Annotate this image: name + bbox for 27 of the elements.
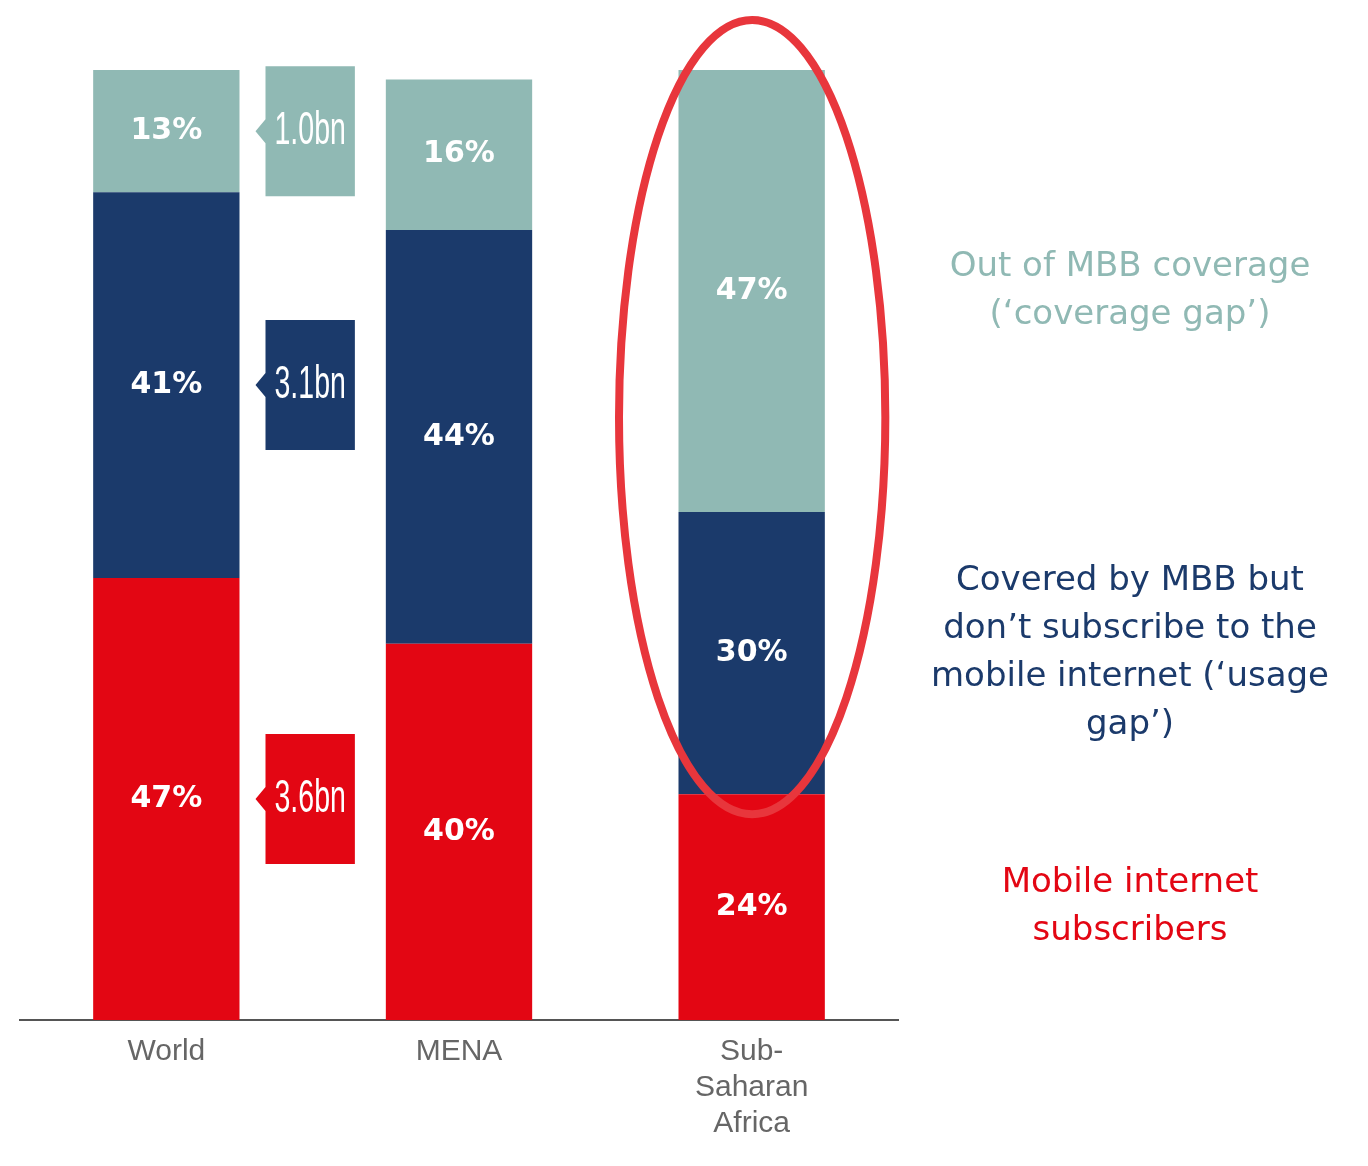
data-label: 40%	[423, 811, 495, 847]
data-label: 30%	[715, 632, 788, 668]
text: Mobile internet subscribers	[1001, 859, 1259, 948]
annotation: 1.0bn	[274, 101, 346, 154]
text: Covered by MBB but don’t subscribe to the mobile internet (‘usage gap’)	[930, 558, 1330, 742]
data-label: 44%	[423, 416, 495, 452]
annotation: 3.1bn	[274, 355, 346, 408]
bar	[385, 229, 533, 644]
bar	[93, 70, 240, 193]
annotation: 3.6bn	[274, 769, 346, 822]
data-label: 47%	[130, 778, 203, 814]
bar	[678, 70, 825, 513]
bar	[385, 643, 533, 1020]
x-tick-label: MENA	[415, 1033, 503, 1067]
bar	[93, 192, 240, 578]
bar	[93, 577, 240, 1020]
x-tick-label: World	[127, 1033, 206, 1067]
data-label: 47%	[715, 270, 788, 306]
bar	[385, 79, 533, 230]
text: Out of MBB coverage (‘coverage gap’)	[949, 243, 1311, 332]
x-tick-label: Sub-Saharan Africa	[694, 1033, 809, 1139]
data-label: 13%	[130, 110, 203, 146]
bar	[678, 794, 825, 1020]
data-label: 24%	[715, 886, 788, 922]
bar	[678, 512, 825, 795]
data-label: 16%	[423, 134, 495, 170]
data-label: 41%	[130, 364, 203, 400]
